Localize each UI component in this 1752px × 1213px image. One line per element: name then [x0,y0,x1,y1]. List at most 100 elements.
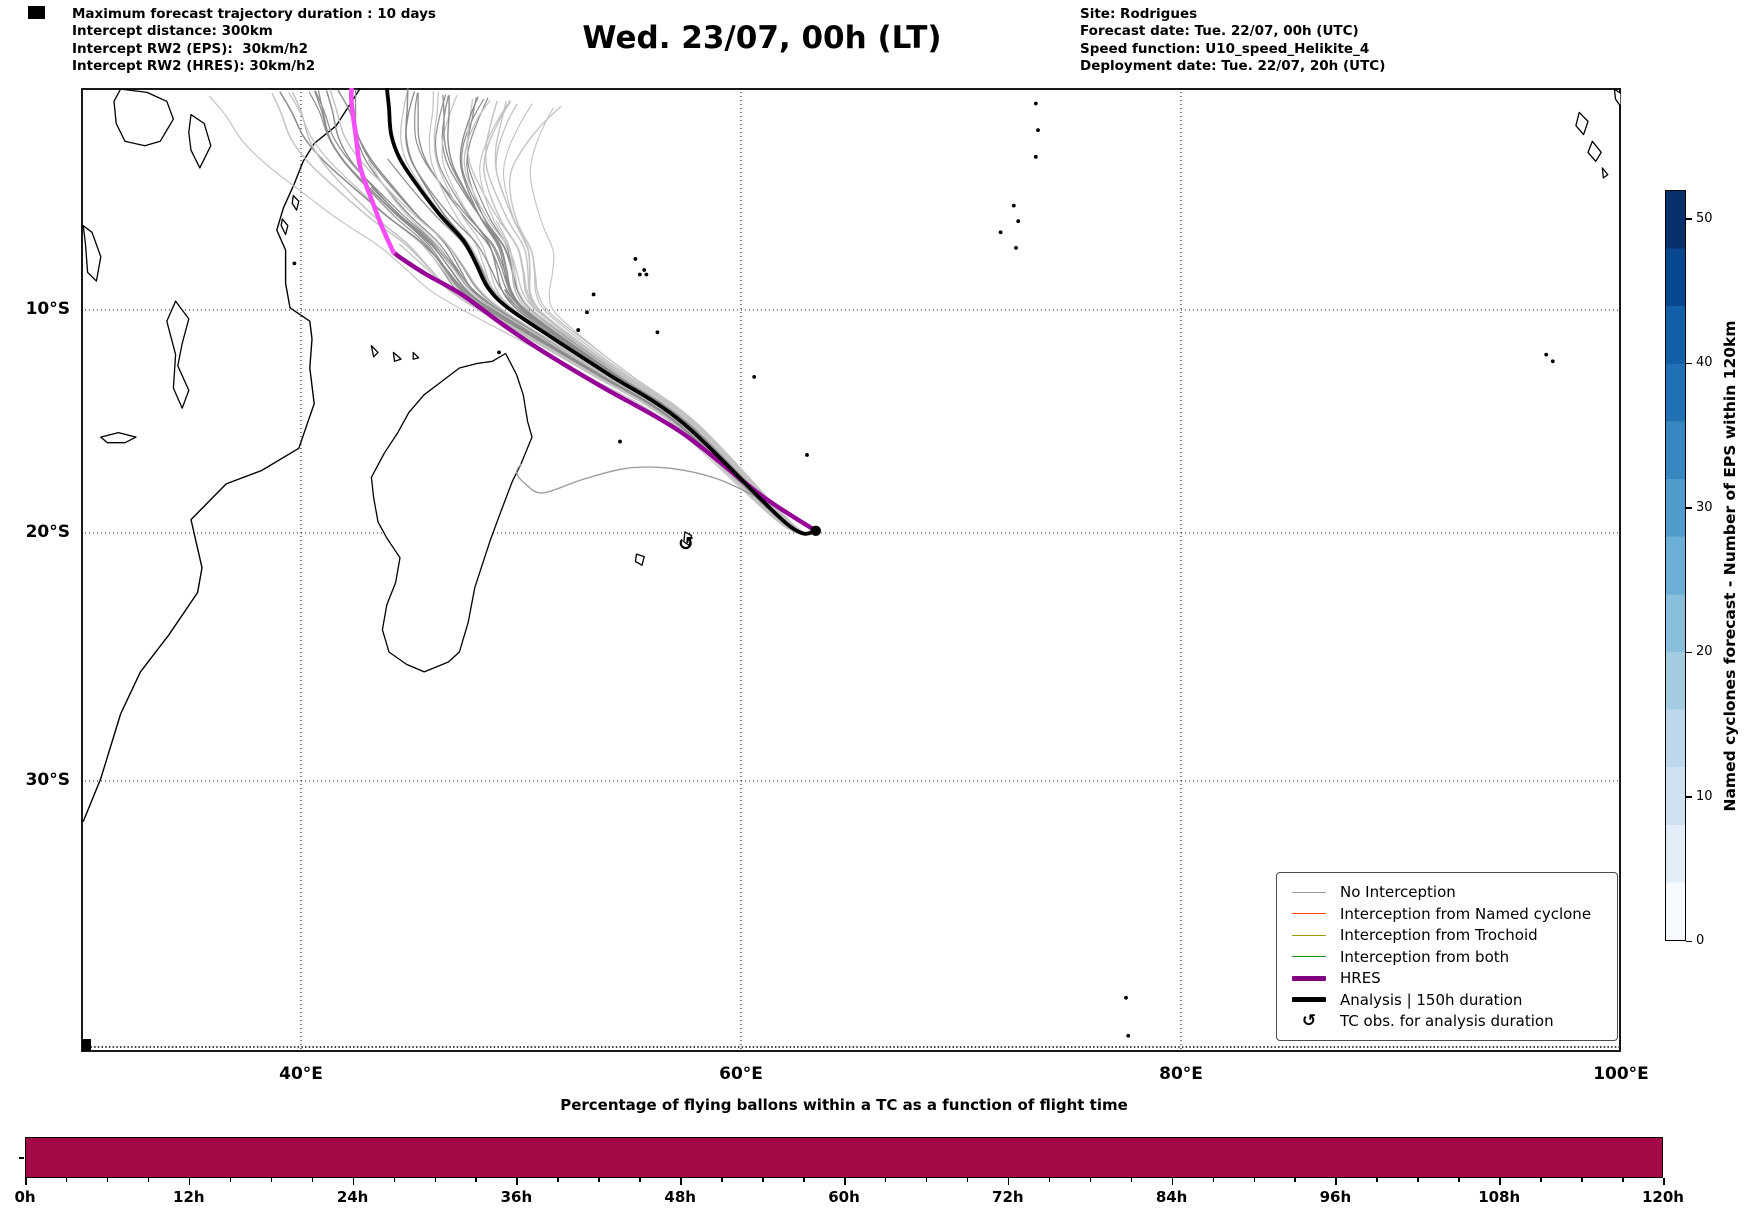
speed-function-text: Speed function: U10_speed_Helikite_4 [1080,40,1370,57]
island-dot [752,375,757,379]
bar-tick-label: 60h [828,1188,860,1206]
bar-minor-tick [475,1178,477,1182]
island-outline [280,218,289,236]
bar-minor-tick [1540,1178,1542,1182]
legend-item[interactable]: ↺ TC obs. for analysis duration [1287,1011,1607,1033]
legend-line-sample [1287,956,1331,958]
lon-tick-label: 100°E [1593,1064,1649,1084]
island-outline [291,195,300,211]
ensemble-trajectory [529,107,817,535]
island-dot [1011,203,1016,208]
bar-minor-tick [1130,1178,1133,1182]
legend-item[interactable]: Interception from Named cyclone [1287,903,1607,925]
legend-item[interactable]: Interception from Trochoid [1287,925,1607,947]
legend-line [1292,997,1326,1003]
legend-item[interactable]: Analysis | 150h duration [1287,989,1607,1011]
island-dot [618,439,622,444]
island-outline [100,431,137,444]
map-canvas: ↺ [81,88,1621,1052]
bar-minor-tick [1458,1178,1460,1182]
bar-tick-label: 48h [664,1188,696,1206]
legend-line [1292,956,1326,958]
island-outline [1587,140,1602,162]
legend-line [1292,975,1326,981]
bar-minor-tick [803,1178,805,1182]
legend-line-sample [1287,891,1331,893]
colorbar-tick-label: 40 [1696,355,1713,371]
island-outline [188,113,212,169]
ensemble-trajectory [292,92,817,535]
island-dot [1014,245,1018,250]
ensemble-trajectory [463,100,817,535]
bar-major-tick [1007,1178,1010,1185]
map-frame [81,88,1621,1052]
colorbar-tick [1686,362,1692,365]
bar-minor-tick [1212,1178,1215,1182]
island-dot [1550,359,1555,364]
colorbar-label: Named cyclones forecast - Number of EPS … [1721,320,1739,812]
island-dot [642,268,647,272]
bar-major-tick [1499,1178,1501,1185]
colorbar-tick-label: 50 [1696,210,1713,226]
island-outline [82,224,102,282]
intercept-rw2-eps-text: Intercept RW2 (EPS): 30km/h2 [72,40,308,57]
tc-obs-marker: ↺ [678,533,694,555]
bar-minor-tick [1089,1178,1092,1182]
max-duration-text: Maximum forecast trajectory duration : 1… [72,6,436,22]
bar-minor-tick [1417,1178,1419,1182]
island-outline [370,352,533,673]
hres-trajectory-extension [348,88,396,255]
island-outline [1601,167,1609,179]
legend-label: Interception from Trochoid [1340,926,1538,945]
analysis-trajectory [384,88,818,536]
flight-time-bar-chart[interactable] [25,1137,1663,1178]
colorbar-tick [1686,796,1692,798]
bar-major-tick [352,1178,355,1185]
island-outline [113,88,175,147]
island-dot [585,310,589,315]
bar-minor-tick [229,1178,232,1182]
bar-tick-label: 36h [500,1188,533,1206]
map-legend[interactable]: No Interception Interception from Named c… [1276,871,1618,1041]
corner-mark [28,6,45,19]
island-dot [655,330,660,335]
legend-label: TC obs. for analysis duration [1340,1012,1554,1031]
island-dot [1016,219,1021,224]
legend-item[interactable]: HRES [1287,968,1607,990]
island-dot [1033,101,1038,106]
trajectory-map[interactable]: ↺ No Interception Interception from Named… [81,88,1621,1052]
island-dot [1036,128,1040,133]
colorbar-tick [1686,651,1692,654]
bar-minor-tick [393,1178,396,1182]
legend-item[interactable]: No Interception [1287,882,1607,904]
ensemble-trajectory [496,220,817,535]
island-outline [1575,111,1589,136]
bar-minor-tick [1048,1178,1051,1182]
bar-minor-tick [65,1178,68,1182]
legend-line [1292,913,1326,915]
colorbar-tick [1686,507,1692,509]
island-outline [412,351,420,360]
bar-minor-tick [1581,1178,1583,1182]
legend-label: Interception from both [1340,947,1510,966]
legend-line [1292,891,1326,893]
bar-major-tick [188,1178,191,1185]
bar-major-tick [1335,1178,1337,1185]
bar-tick-label: 84h [1155,1188,1188,1206]
lat-tick-label: 20°S [25,522,70,542]
legend-line-sample [1287,934,1331,936]
bar-tick-label: 108h [1478,1188,1521,1206]
legend-item[interactable]: Interception from both [1287,946,1607,968]
colorbar-tick-label: 30 [1696,499,1713,515]
bar-minor-tick [434,1178,436,1182]
deployment-date-text: Deployment date: Tue. 22/07, 20h (UTC) [1080,58,1386,75]
island-dot [637,272,642,277]
legend-label: HRES [1340,969,1381,988]
coast-fragment [82,1039,91,1051]
bar-minor-tick [721,1178,723,1182]
bar-minor-tick [639,1178,641,1182]
bar-tick-label: 120h [1642,1188,1684,1206]
ensemble-trajectory-outlier [515,463,817,532]
bar-major-tick [1663,1178,1665,1185]
ensemble-trajectory [326,90,817,535]
